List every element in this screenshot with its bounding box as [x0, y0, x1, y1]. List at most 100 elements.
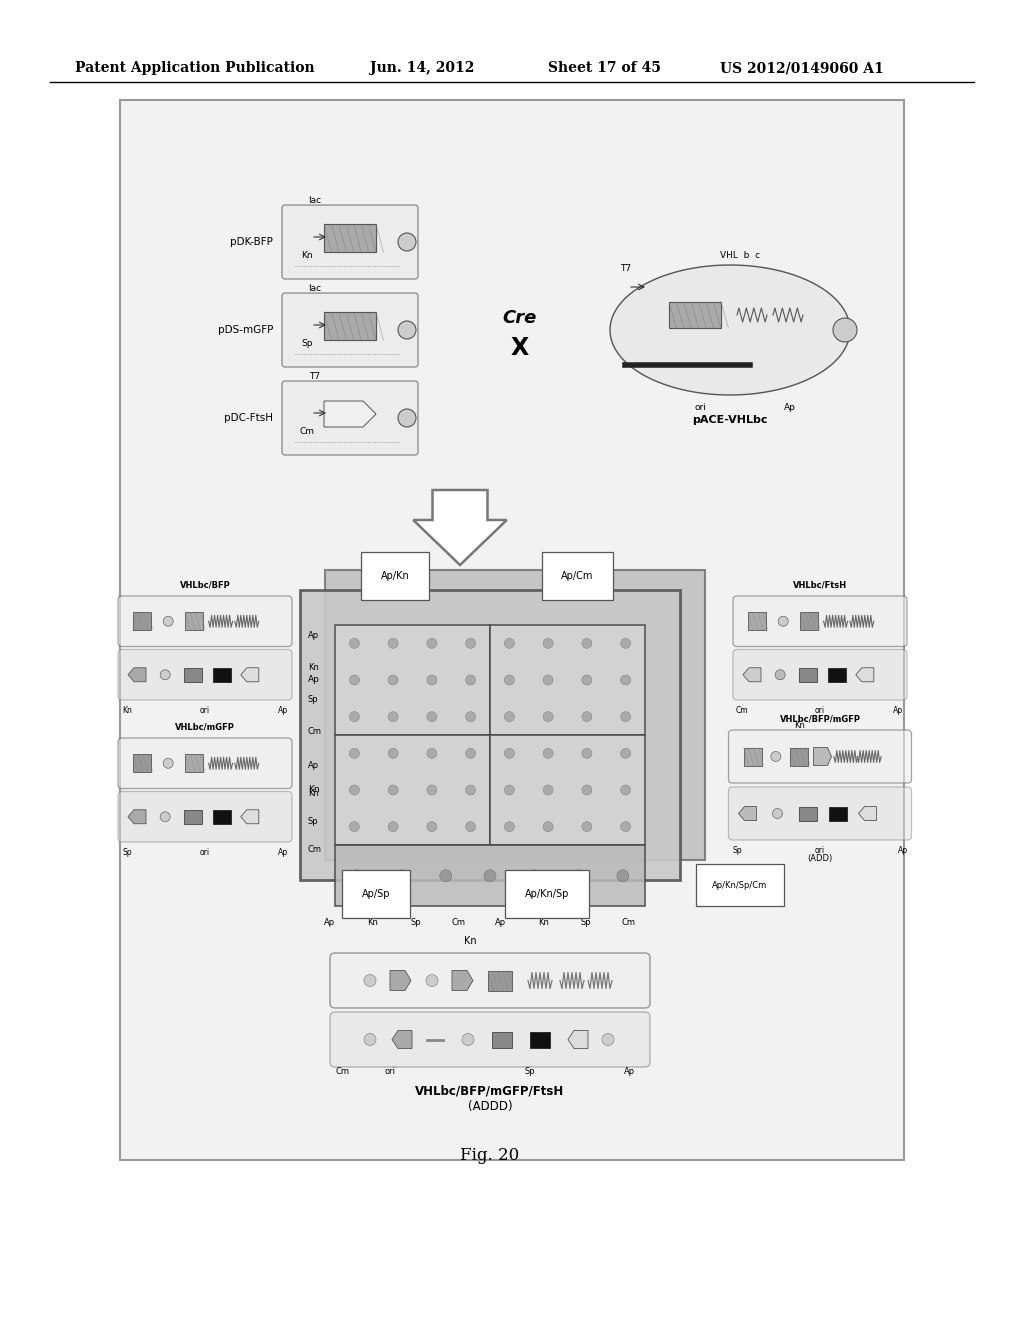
Text: ori: ori [200, 706, 210, 715]
Text: Sp: Sp [524, 1067, 536, 1076]
FancyBboxPatch shape [490, 735, 645, 845]
Bar [743, 747, 762, 766]
FancyBboxPatch shape [335, 735, 490, 845]
Text: VHLbc/BFP: VHLbc/BFP [179, 581, 230, 590]
Polygon shape [128, 668, 146, 681]
Circle shape [543, 821, 553, 832]
FancyBboxPatch shape [490, 624, 645, 735]
Circle shape [388, 711, 398, 722]
Text: Ap/Kn/Sp/Cm: Ap/Kn/Sp/Cm [713, 880, 768, 890]
Text: Ap: Ap [308, 631, 319, 639]
FancyBboxPatch shape [120, 100, 904, 1160]
Bar [530, 1031, 550, 1048]
Bar [185, 612, 204, 630]
Polygon shape [241, 809, 259, 824]
Text: Jun. 14, 2012: Jun. 14, 2012 [370, 61, 474, 75]
Circle shape [388, 748, 398, 758]
Polygon shape [414, 490, 507, 565]
Text: Kn: Kn [308, 663, 318, 672]
FancyBboxPatch shape [282, 381, 418, 455]
Text: ori: ori [200, 847, 210, 857]
Circle shape [364, 974, 376, 986]
Text: Sp: Sp [581, 917, 592, 927]
Text: Ap/Kn/Sp: Ap/Kn/Sp [525, 888, 569, 899]
FancyBboxPatch shape [728, 730, 911, 783]
Circle shape [462, 1034, 474, 1045]
FancyBboxPatch shape [330, 1012, 650, 1067]
FancyBboxPatch shape [300, 590, 680, 880]
Text: pDK-BFP: pDK-BFP [230, 238, 273, 247]
Polygon shape [241, 668, 259, 681]
Bar [748, 612, 766, 630]
Text: ori: ori [815, 846, 825, 855]
Bar [799, 807, 816, 821]
Text: Kn: Kn [122, 706, 132, 715]
Circle shape [388, 675, 398, 685]
Text: Ap: Ap [897, 846, 907, 855]
Circle shape [398, 234, 416, 251]
Circle shape [833, 318, 857, 342]
FancyBboxPatch shape [118, 649, 292, 700]
Text: VHL  b  c: VHL b c [720, 251, 760, 260]
Text: Cm: Cm [299, 428, 314, 437]
Circle shape [582, 821, 592, 832]
Text: Ap: Ap [278, 847, 288, 857]
Text: Sp: Sp [308, 694, 318, 704]
Circle shape [349, 785, 359, 795]
Polygon shape [856, 668, 873, 681]
Polygon shape [128, 809, 146, 824]
Bar [213, 668, 230, 681]
Circle shape [427, 748, 437, 758]
Polygon shape [813, 747, 831, 766]
Circle shape [427, 675, 437, 685]
FancyBboxPatch shape [335, 624, 490, 735]
Text: Ap: Ap [496, 917, 506, 927]
Text: ori: ori [384, 1067, 395, 1076]
Text: VHLbc/BFP/mGFP: VHLbc/BFP/mGFP [779, 715, 860, 723]
Circle shape [582, 711, 592, 722]
Polygon shape [452, 970, 473, 990]
Circle shape [364, 1034, 376, 1045]
Circle shape [775, 669, 785, 680]
Bar [324, 224, 376, 252]
Circle shape [582, 748, 592, 758]
Circle shape [621, 675, 631, 685]
Text: US 2012/0149060 A1: US 2012/0149060 A1 [720, 61, 884, 75]
Text: Ap/Kn: Ap/Kn [381, 572, 410, 581]
Polygon shape [392, 1031, 412, 1048]
Bar [801, 612, 818, 630]
Bar [213, 809, 230, 824]
Bar [669, 302, 721, 327]
Circle shape [505, 748, 514, 758]
Text: Kn: Kn [795, 721, 806, 730]
Text: Sp: Sp [308, 817, 318, 825]
Text: Kn: Kn [538, 917, 549, 927]
Text: Cm: Cm [451, 917, 465, 927]
Bar [324, 312, 376, 341]
Bar [800, 668, 817, 681]
Circle shape [349, 675, 359, 685]
Circle shape [351, 870, 364, 882]
Circle shape [505, 639, 514, 648]
Circle shape [426, 974, 438, 986]
Text: Sp: Sp [301, 339, 312, 348]
Circle shape [160, 669, 170, 680]
FancyBboxPatch shape [335, 845, 645, 906]
Circle shape [388, 785, 398, 795]
Circle shape [395, 870, 408, 882]
Text: Sheet 17 of 45: Sheet 17 of 45 [548, 61, 660, 75]
Polygon shape [858, 807, 877, 821]
Text: Cre: Cre [503, 309, 538, 327]
Text: Ap/Cm: Ap/Cm [561, 572, 594, 581]
Circle shape [582, 675, 592, 685]
Bar [828, 807, 847, 821]
Text: Sp: Sp [122, 847, 132, 857]
Circle shape [163, 616, 173, 626]
Circle shape [505, 711, 514, 722]
FancyBboxPatch shape [118, 738, 292, 788]
Polygon shape [390, 970, 411, 990]
Circle shape [349, 711, 359, 722]
Circle shape [621, 639, 631, 648]
Text: Cm: Cm [308, 726, 322, 735]
Circle shape [621, 821, 631, 832]
